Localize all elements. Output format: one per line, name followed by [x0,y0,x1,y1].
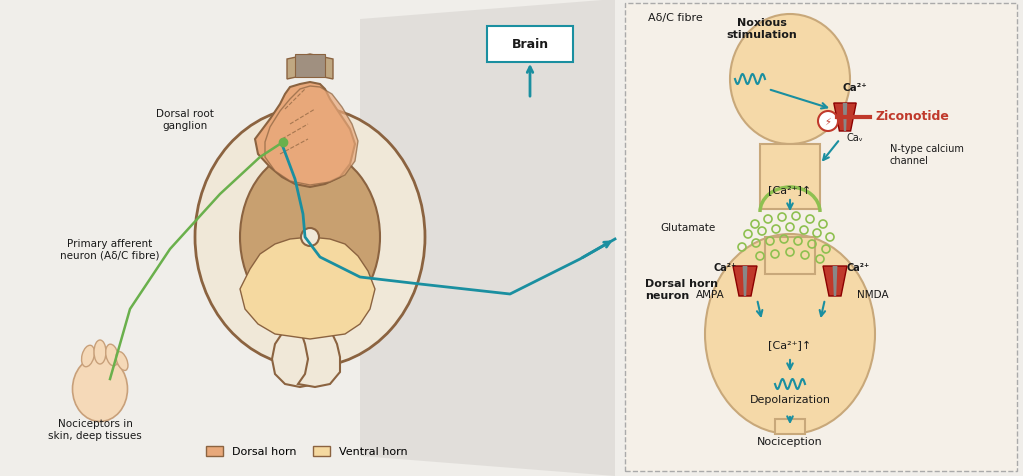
Text: Ziconotide: Ziconotide [875,109,949,122]
Polygon shape [775,419,805,434]
Polygon shape [287,55,333,80]
Ellipse shape [730,15,850,145]
Polygon shape [765,238,815,275]
Text: Dorsal horn
neuron: Dorsal horn neuron [644,278,718,300]
Text: Ca²⁺: Ca²⁺ [713,262,737,272]
Ellipse shape [82,346,94,367]
Text: NMDA: NMDA [857,289,889,299]
Text: Nociceptors in
skin, deep tissues: Nociceptors in skin, deep tissues [48,418,142,440]
Ellipse shape [116,352,128,371]
Legend: Dorsal horn, Ventral horn: Dorsal horn, Ventral horn [202,441,412,461]
Text: Noxious
stimulation: Noxious stimulation [726,18,797,40]
Polygon shape [760,145,820,209]
Polygon shape [295,55,325,78]
Text: Ca²⁺: Ca²⁺ [843,83,868,93]
Ellipse shape [94,340,106,364]
Polygon shape [743,267,748,297]
Text: Brain: Brain [512,39,548,51]
Polygon shape [255,83,355,188]
Text: Nociception: Nociception [757,436,822,446]
Ellipse shape [105,345,119,366]
FancyBboxPatch shape [625,4,1017,471]
Polygon shape [834,104,856,132]
Ellipse shape [73,357,128,422]
Ellipse shape [195,108,425,367]
Text: Depolarization: Depolarization [750,394,831,404]
Ellipse shape [301,228,319,247]
Polygon shape [822,267,847,297]
Text: ⚡: ⚡ [825,117,832,127]
Text: [Ca²⁺]↑: [Ca²⁺]↑ [768,185,811,195]
Text: Dorsal root
ganglion: Dorsal root ganglion [157,109,214,130]
Ellipse shape [240,150,380,325]
Polygon shape [272,329,320,387]
Text: Aδ/C fibre: Aδ/C fibre [648,13,703,23]
Polygon shape [265,87,358,186]
Text: N-type calcium
channel: N-type calcium channel [890,144,964,166]
Text: Caᵥ: Caᵥ [847,133,863,143]
Polygon shape [240,238,375,339]
Polygon shape [360,0,615,476]
FancyBboxPatch shape [487,27,573,63]
Polygon shape [298,329,340,387]
Polygon shape [733,267,757,297]
Ellipse shape [818,112,838,132]
Ellipse shape [705,235,875,434]
Text: [Ca²⁺]↑: [Ca²⁺]↑ [768,339,811,349]
Text: Glutamate: Glutamate [660,223,715,232]
Polygon shape [833,267,838,297]
Text: Ca²⁺: Ca²⁺ [846,262,870,272]
Text: AMPA: AMPA [696,289,724,299]
Text: Primary afferent
neuron (Aδ/C fibre): Primary afferent neuron (Aδ/C fibre) [60,238,160,260]
Polygon shape [843,104,847,132]
